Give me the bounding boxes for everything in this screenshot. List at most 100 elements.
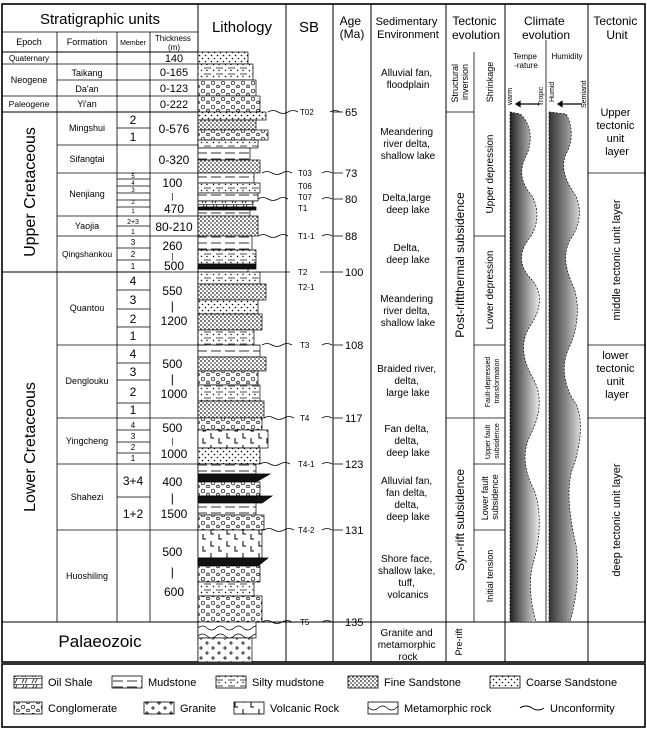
lith-layer xyxy=(197,63,254,81)
lith-layer xyxy=(197,514,265,531)
age-label: 123 xyxy=(345,459,363,471)
sb-label: T2-1 xyxy=(298,283,315,292)
lith-layer xyxy=(197,502,257,516)
legend-mudstone: Mudstone xyxy=(148,677,196,689)
env-delta-large-deep: Delta,large deep lake xyxy=(382,193,433,216)
humidity-arrow-icon xyxy=(556,100,582,108)
member: 1 xyxy=(131,262,136,271)
warm-label: warm xyxy=(507,88,514,106)
lith-layer xyxy=(197,313,263,331)
ages: 65 73 80 88 100 108 117 123 131 135 xyxy=(345,107,363,629)
legend-swatch-volcanic-rock xyxy=(233,701,265,715)
tectonic-units: Upper tectonic unit layer middle tectoni… xyxy=(597,107,635,577)
sb-label: T4 xyxy=(300,414,310,423)
table-frame xyxy=(1,3,646,728)
sedimentary-environments: Alluvial fan, floodplain Meandering rive… xyxy=(377,68,439,663)
lith-layer xyxy=(197,139,259,149)
formation-header: Formation xyxy=(67,37,108,47)
formation-qingshankou: Qingshankou xyxy=(62,249,112,259)
legend-silty-mudstone: Silty mudstone xyxy=(252,677,324,689)
lith-layer xyxy=(197,192,259,202)
tect-upper-fault: Upper fault subsidence xyxy=(485,423,501,459)
thickness-nenjiang: 100 | 470 xyxy=(162,176,185,216)
member: 2+3 xyxy=(127,219,139,226)
lith-layer xyxy=(197,172,255,184)
lithology-column xyxy=(197,51,274,663)
lith-layer xyxy=(197,147,251,161)
member: 3+4 xyxy=(123,474,144,488)
sb-label: T1-1 xyxy=(298,232,315,241)
lithology-header: Lithology xyxy=(212,19,273,36)
sb-label: T4-2 xyxy=(298,526,315,535)
semiarid-label: Semiarid xyxy=(581,80,588,108)
age-header: Age (Ma) xyxy=(340,14,365,41)
lith-layer xyxy=(197,263,257,270)
strat-units-header: Stratigraphic units xyxy=(40,11,160,28)
env-delta-deep: Delta, deep lake xyxy=(386,243,430,266)
formation-shahezi: Shahezi xyxy=(71,492,104,502)
member: 4 xyxy=(131,421,136,430)
legend-swatch-fine-sandstone xyxy=(347,675,379,689)
sb-header: SB xyxy=(299,19,319,36)
lith-layer xyxy=(197,215,259,237)
lith-layer xyxy=(197,400,265,419)
lith-layer xyxy=(197,235,253,251)
legend-swatch-unconformity xyxy=(519,705,545,711)
legend: Oil Shale Mudstone Silty mudstone Fine S… xyxy=(13,675,617,715)
lith-layer xyxy=(197,329,255,346)
formation-sifangtai: Sifangtai xyxy=(69,154,104,164)
lith-layer xyxy=(197,370,259,386)
env-granite-metamorphic: Granite and metamorphic rock xyxy=(378,628,439,663)
thickness-sifangtai: 0-320 xyxy=(159,153,190,167)
climate-evolution-header: Climate evolution xyxy=(522,14,570,42)
sb-label: T03 xyxy=(298,169,312,178)
tropic-label: Tropic xyxy=(538,86,545,106)
lith-layer xyxy=(197,529,263,559)
legend-oil-shale: Oil Shale xyxy=(48,677,93,689)
age-label: 65 xyxy=(345,107,357,119)
sb-label: T3 xyxy=(300,341,310,350)
lith-layer xyxy=(197,344,261,358)
member: 4 xyxy=(130,274,137,288)
member: 3 xyxy=(130,365,137,379)
climate-evolution xyxy=(509,111,581,623)
legend-swatch-mudstone xyxy=(111,675,143,689)
thickness-yaojia: 80-210 xyxy=(155,220,193,234)
age-label: 73 xyxy=(345,168,357,180)
age-label: 135 xyxy=(345,617,363,629)
member: 4 xyxy=(130,347,137,361)
env-braided: Braided river, delta, large lake xyxy=(377,364,439,399)
legend-swatch-granite xyxy=(143,701,175,715)
member: 1 xyxy=(130,329,137,343)
thickness-daan: 0-123 xyxy=(160,83,188,95)
members: 2 1 5 4 3 2 1 2+3 1 3 2 1 4 3 2 1 4 3 2 … xyxy=(123,113,144,521)
member: 3 xyxy=(131,188,135,194)
temperature-curve xyxy=(509,111,540,623)
member: 5 xyxy=(131,174,135,180)
formation-mingshui: Mingshui xyxy=(69,123,105,133)
formation-nenjiang: Nenjiang xyxy=(69,189,105,199)
sb-label: T2 xyxy=(298,268,308,277)
lith-layer xyxy=(197,473,272,483)
lith-layer xyxy=(197,447,261,465)
legend-swatch-coarse-sandstone xyxy=(489,675,521,689)
lith-layer xyxy=(197,565,261,583)
lith-layer xyxy=(197,557,269,567)
epoch-paleogene: Paleogene xyxy=(9,99,50,109)
legend-conglomerate: Conglomerate xyxy=(48,703,117,715)
member: 3 xyxy=(130,293,137,307)
lith-layer xyxy=(197,249,257,265)
stratigraphic-units: Quaternary Neogene Paleogene Upper Creta… xyxy=(9,53,193,651)
epoch-upper-cretaceous: Upper Cretaceous xyxy=(22,127,39,257)
tect-lower-depression: Lower depression xyxy=(485,251,496,330)
age-label: 108 xyxy=(345,340,363,352)
member: 2 xyxy=(131,443,136,452)
member: 1 xyxy=(131,454,136,463)
sb-label: T07 xyxy=(298,193,312,202)
formation-huoshiling: Huoshiling xyxy=(66,571,108,581)
member: 2 xyxy=(130,113,137,127)
tect-upper-depression: Upper depression xyxy=(485,135,496,214)
age-label: 131 xyxy=(345,525,363,537)
member: 1 xyxy=(131,209,135,215)
